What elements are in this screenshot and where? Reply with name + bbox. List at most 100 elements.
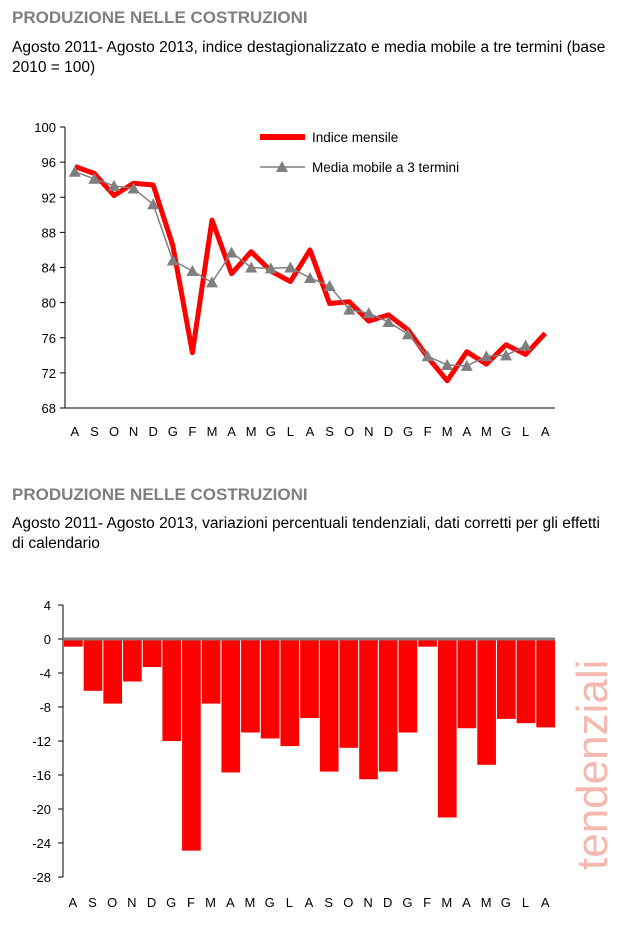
y-tick-label: 72 — [42, 366, 56, 381]
legend-marker-media — [276, 161, 288, 172]
bar — [457, 639, 477, 729]
bar — [496, 639, 516, 719]
y-tick-label: 0 — [44, 632, 51, 647]
x-tick-label: A — [69, 895, 78, 910]
x-tick-label: S — [324, 895, 333, 910]
bar — [201, 639, 221, 704]
x-tick-label: F — [424, 424, 432, 439]
media-mobile-marker — [206, 276, 218, 288]
x-tick-label: M — [245, 895, 256, 910]
series-indice-mensile — [73, 164, 548, 384]
bar — [300, 639, 319, 719]
media-mobile-marker — [441, 358, 454, 370]
bar — [103, 639, 123, 704]
x-tick-label: O — [343, 895, 353, 910]
bar — [182, 639, 201, 851]
x-tick-label: D — [384, 424, 393, 439]
x-tick-label: G — [265, 895, 275, 910]
y-tick-label: -20 — [32, 802, 51, 817]
media-mobile-marker — [245, 261, 258, 273]
chart1-title: PRODUZIONE NELLE COSTRUZIONI — [12, 8, 308, 27]
bar — [280, 639, 300, 747]
y-tick-label: 88 — [42, 225, 56, 240]
media-mobile-marker — [225, 246, 238, 258]
chart1-subtitle: Agosto 2011- Agosto 2013, indice destagi… — [12, 39, 606, 76]
y-tick-label: 92 — [42, 190, 56, 205]
x-tick-label: L — [522, 424, 529, 439]
media-mobile-marker — [166, 254, 179, 266]
media-mobile-marker — [519, 339, 532, 351]
x-tick-label: A — [462, 424, 471, 439]
chart2-title: PRODUZIONE NELLE COSTRUZIONI — [12, 485, 308, 504]
bar — [339, 639, 359, 748]
side-label-tendenziali: tendenziali — [568, 660, 617, 870]
x-tick-label: L — [286, 895, 293, 910]
media-mobile-marker — [362, 307, 375, 319]
y-tick-label: -4 — [39, 666, 51, 681]
x-tick-label: A — [305, 895, 314, 910]
legend-label-media: Media mobile a 3 termini — [312, 160, 459, 175]
x-tick-label: G — [403, 424, 413, 439]
x-tick-label: M — [246, 424, 257, 439]
bar — [162, 639, 182, 741]
media-mobile-marker — [480, 350, 493, 362]
x-tick-label: L — [287, 424, 294, 439]
media-mobile-marker — [460, 359, 473, 371]
x-tick-label: M — [205, 895, 216, 910]
x-tick-label: G — [168, 424, 178, 439]
x-tick-label: G — [266, 424, 276, 439]
bar — [83, 639, 103, 691]
bar — [398, 639, 418, 733]
x-tick-label: G — [166, 895, 176, 910]
y-tick-label: 96 — [42, 155, 56, 170]
bar — [536, 639, 555, 728]
media-mobile-marker — [127, 182, 140, 194]
y-tick-label: -8 — [39, 700, 51, 715]
media-mobile-marker — [343, 303, 356, 315]
x-tick-label: S — [325, 424, 334, 439]
y-tick-label: -16 — [32, 768, 51, 783]
legend-label-indice: Indice mensile — [312, 130, 398, 145]
x-tick-label: L — [522, 895, 529, 910]
x-tick-label: M — [207, 424, 218, 439]
x-tick-label: D — [383, 895, 392, 910]
x-tick-label: O — [107, 895, 117, 910]
x-tick-label: F — [188, 424, 196, 439]
media-mobile-marker — [88, 172, 101, 184]
x-tick-label: A — [541, 895, 550, 910]
x-tick-label: A — [541, 424, 550, 439]
media-mobile-marker — [108, 179, 120, 191]
bar — [241, 639, 260, 733]
x-tick-label: O — [109, 424, 119, 439]
bar — [359, 639, 378, 780]
media-mobile-marker — [68, 165, 81, 177]
bar — [64, 639, 83, 647]
y-tick-label: 4 — [44, 598, 51, 613]
media-mobile-marker — [402, 328, 414, 340]
bar — [378, 639, 398, 772]
x-tick-label: A — [226, 895, 235, 910]
bar — [437, 639, 457, 818]
x-tick-label: G — [501, 895, 511, 910]
x-tick-label: A — [462, 895, 471, 910]
x-tick-label: F — [423, 895, 431, 910]
x-tick-label: M — [481, 895, 492, 910]
side-label-text: tendenziali — [568, 660, 617, 870]
bar — [142, 639, 162, 668]
x-tick-label: N — [129, 424, 138, 439]
media-mobile-marker — [323, 279, 336, 291]
bar — [221, 639, 241, 773]
x-tick-label: D — [149, 424, 158, 439]
y-tick-label: -28 — [32, 870, 51, 885]
x-tick-label: O — [344, 424, 354, 439]
media-mobile-marker — [264, 262, 277, 274]
x-tick-label: G — [402, 895, 412, 910]
x-tick-label: N — [127, 895, 136, 910]
x-tick-label: N — [363, 895, 372, 910]
x-tick-label: A — [227, 424, 236, 439]
media-mobile-marker — [147, 198, 160, 210]
bar — [260, 639, 280, 739]
bar — [319, 639, 339, 772]
bar — [418, 639, 437, 647]
